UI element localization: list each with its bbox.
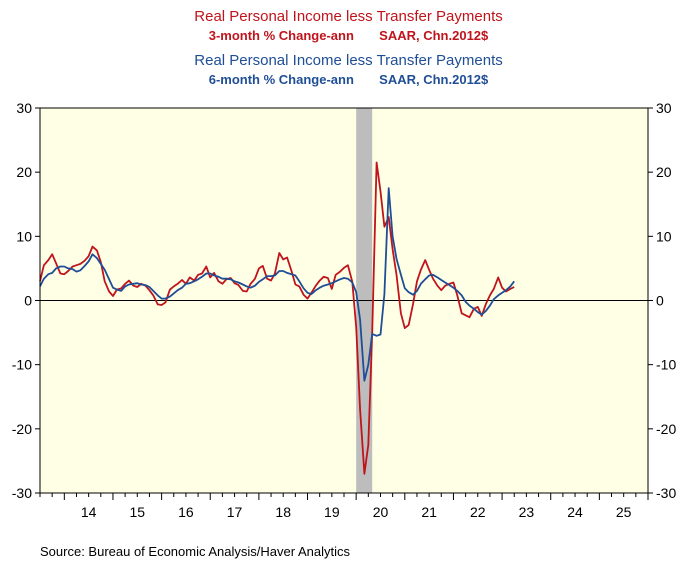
line-chart: 30 30 20 20 10 10 0 0 -10 -10 -20 -20 -30 -30 14 15 16 17… (12, 100, 677, 520)
x-tick-label: 25 (616, 504, 632, 520)
y-tick-label-left: 10 (16, 228, 32, 244)
y-tick-label-left: -10 (12, 357, 32, 373)
y-tick-label-right: -20 (656, 421, 676, 437)
x-tick-label: 14 (81, 504, 97, 520)
y-tick-label-right: 20 (656, 164, 672, 180)
y-tick-label-right: 10 (656, 228, 672, 244)
title-line-1: Real Personal Income less Transfer Payme… (194, 8, 503, 25)
title-line-4: 6-month % Change-ann SAAR, Chn.2012$ (208, 72, 489, 87)
x-tick-label: 23 (519, 504, 535, 520)
x-tick-label: 19 (324, 504, 340, 520)
y-tick-label-left: 20 (16, 164, 32, 180)
y-tick-label-left: -30 (12, 485, 32, 501)
x-tick-label: 17 (227, 504, 243, 520)
title-line-2: 3-month % Change-ann SAAR, Chn.2012$ (208, 28, 489, 43)
x-tick-label: 24 (567, 504, 583, 520)
y-tick-label-left: 0 (24, 293, 32, 309)
y-tick-label-right: 0 (656, 293, 664, 309)
x-tick-label: 16 (178, 504, 194, 520)
y-tick-label-left: 30 (16, 100, 32, 116)
x-tick-label: 15 (129, 504, 145, 520)
x-tick-label: 22 (470, 504, 486, 520)
y-tick-label-right: 30 (656, 100, 672, 116)
source-note: Source: Bureau of Economic Analysis/Have… (40, 544, 350, 559)
y-tick-label-right: -30 (656, 485, 676, 501)
title-line-3: Real Personal Income less Transfer Payme… (194, 52, 503, 69)
x-tick-label: 18 (275, 504, 291, 520)
series-line-1 (39, 161, 515, 475)
x-tick-label: 20 (373, 504, 389, 520)
y-tick-label-right: -10 (656, 357, 676, 373)
y-tick-label-left: -20 (12, 421, 32, 437)
series-line-2 (39, 187, 515, 382)
x-tick-label: 21 (421, 504, 437, 520)
